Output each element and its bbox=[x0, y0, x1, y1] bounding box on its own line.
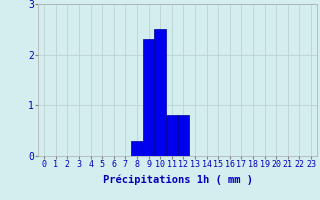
Bar bbox=[131, 141, 143, 156]
Bar bbox=[155, 29, 166, 156]
X-axis label: Précipitations 1h ( mm ): Précipitations 1h ( mm ) bbox=[103, 175, 252, 185]
Bar bbox=[166, 115, 178, 156]
Bar bbox=[178, 115, 189, 156]
Bar bbox=[143, 39, 155, 156]
